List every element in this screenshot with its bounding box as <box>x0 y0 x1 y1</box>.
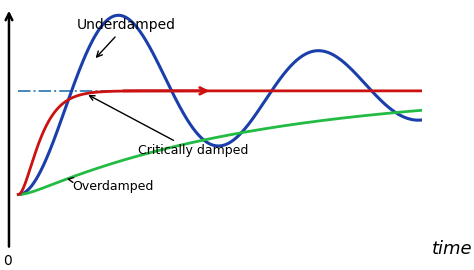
Text: Overdamped: Overdamped <box>68 177 153 193</box>
Text: Critically damped: Critically damped <box>90 96 248 157</box>
Text: 0: 0 <box>3 254 11 268</box>
Text: time: time <box>432 240 472 258</box>
Text: Underdamped: Underdamped <box>76 18 175 57</box>
